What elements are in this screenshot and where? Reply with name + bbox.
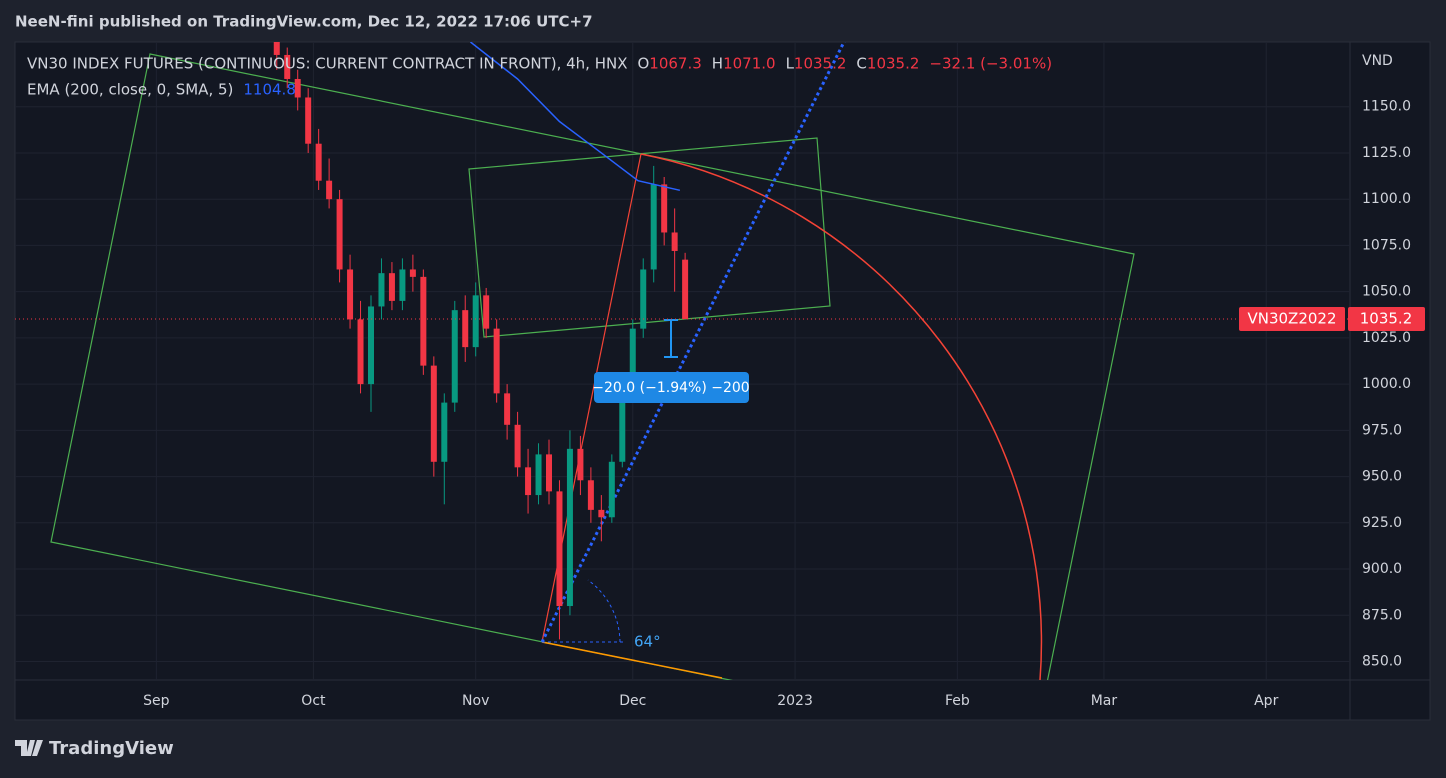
legend-value: 1071.0 [723, 55, 776, 73]
candle-body [525, 467, 532, 496]
legend-prefix: O [637, 55, 649, 73]
candle-body [472, 295, 479, 348]
y-tick-label: 950.0 [1362, 469, 1402, 485]
publisher: NeeN-fini published on TradingView.com, … [15, 13, 593, 31]
candle-body [305, 97, 312, 144]
candle-body [661, 184, 668, 233]
measure-label: −20.0 (−1.94%) −200 [592, 380, 749, 396]
legend-value: 1035.2 [794, 55, 847, 73]
legend-prefix: H [712, 55, 723, 73]
angle-arc [587, 579, 621, 643]
candle-body [493, 328, 500, 394]
brand: TradingView [15, 738, 174, 759]
candle-body [347, 269, 354, 320]
candle-body [357, 319, 364, 385]
x-tick-label: Apr [1254, 693, 1278, 709]
arc [640, 153, 1043, 680]
rotated-rectangle [50, 53, 1135, 680]
candle-body [619, 384, 626, 462]
brand-name: TradingView [49, 738, 174, 759]
candle-body [378, 273, 385, 307]
ema-line [470, 42, 681, 192]
candle-body [336, 199, 343, 270]
measure-box [594, 372, 749, 403]
candle-body [650, 184, 657, 270]
candle-body [640, 269, 647, 329]
rotated-rectangle [468, 137, 831, 338]
series [273, 42, 689, 640]
symbol-tag-label: VN30Z2022 [1247, 310, 1336, 328]
x-tick-label: Nov [462, 693, 489, 709]
y-tick-label: 1075.0 [1362, 237, 1411, 253]
y-tick-label: 1050.0 [1362, 284, 1411, 300]
candle-body [409, 269, 416, 277]
y-tick-label: 1000.0 [1362, 376, 1411, 392]
ema-name: EMA (200, close, 0, SMA, 5) [27, 81, 233, 99]
candle-body [608, 461, 615, 518]
x-tick-label: Mar [1091, 693, 1118, 709]
y-tick-label: 1025.0 [1362, 330, 1411, 346]
candle-body [284, 54, 291, 79]
legend-prefix: L [786, 55, 795, 73]
candle-body [546, 454, 552, 492]
trend-line [541, 641, 723, 679]
candle-body [462, 310, 469, 348]
legend-value: 1067.3 [649, 55, 702, 73]
measure: −20.0 (−1.94%) −200 [592, 319, 750, 403]
candle-body [451, 310, 458, 403]
symbol-title: VN30 INDEX FUTURES (CONTINUOUS: CURRENT … [27, 55, 627, 73]
legend-prefix: C [856, 55, 866, 73]
price-tag [1348, 307, 1425, 332]
candle-body [399, 269, 406, 301]
currency: VND [1362, 53, 1393, 69]
candle-body [629, 328, 636, 385]
x-tick-label: Oct [301, 693, 326, 709]
candle-body [598, 509, 605, 518]
candle-body [682, 259, 689, 320]
candle-body [566, 448, 573, 607]
y-tick-label: 850.0 [1362, 654, 1402, 670]
ema-value: 1104.8 [243, 81, 296, 99]
legend-value: 1035.2 [867, 55, 920, 73]
candle-body [294, 78, 301, 98]
candle-body [326, 180, 333, 200]
drawings [50, 42, 1135, 680]
candle-body [388, 273, 395, 301]
y-tick-label: 1125.0 [1362, 145, 1411, 161]
y-tick-label: 900.0 [1362, 561, 1402, 577]
y-tick-label: 975.0 [1362, 422, 1402, 438]
trend-angle [540, 42, 846, 643]
candle-body [483, 295, 490, 329]
y-tick-label: 925.0 [1362, 515, 1402, 531]
candle-body [587, 480, 594, 510]
candle-body [315, 143, 322, 181]
y-tick-label: 1100.0 [1362, 191, 1411, 207]
logo [15, 740, 43, 756]
candle-body [273, 42, 280, 55]
candle-body [577, 448, 584, 481]
y-tick-label: 875.0 [1362, 607, 1402, 623]
candle-body [441, 402, 448, 462]
legend-change: −32.1 (−3.01%) [929, 55, 1052, 73]
y-tick-label: 1150.0 [1362, 99, 1411, 115]
symbol-tag [1239, 307, 1345, 332]
candle-body [671, 232, 678, 251]
x-tick-label: Sep [143, 693, 170, 709]
x-tick-label: Dec [619, 693, 646, 709]
x-tick-label: Feb [945, 693, 970, 709]
candle-body [514, 424, 521, 468]
x-tick-label: 2023 [777, 693, 813, 709]
price-tag-label: 1035.2 [1360, 310, 1413, 328]
candle-body [368, 306, 374, 385]
candle-body [420, 276, 427, 366]
angle-label: 64° [634, 633, 661, 651]
candle-body [504, 393, 511, 425]
candle-body [556, 491, 563, 607]
candle-body [430, 365, 437, 462]
candle-body [535, 454, 542, 496]
